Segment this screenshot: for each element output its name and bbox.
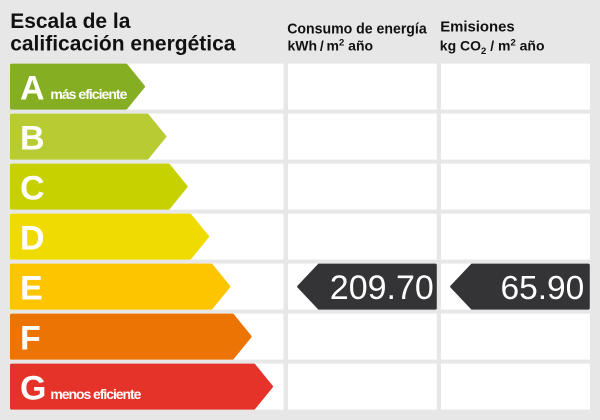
svg-text:Consumo de energía: Consumo de energía <box>287 21 427 38</box>
svg-text:kg CO2 / m2 año: kg CO2 / m2 año <box>440 37 545 57</box>
svg-text:A: A <box>20 70 45 108</box>
svg-text:F: F <box>20 320 41 358</box>
svg-text:209.70: 209.70 <box>330 269 434 307</box>
svg-text:B: B <box>20 120 45 158</box>
svg-text:Emisiones: Emisiones <box>440 20 514 36</box>
svg-text:65.90: 65.90 <box>500 270 584 307</box>
svg-text:más eficiente: más eficiente <box>50 86 127 102</box>
svg-text:calificación energética: calificación energética <box>10 33 236 56</box>
svg-text:G: G <box>20 370 46 408</box>
svg-text:C: C <box>20 170 45 208</box>
svg-text:Escala de la: Escala de la <box>10 10 131 33</box>
svg-text:kWh / m2 año: kWh / m2 año <box>288 38 374 54</box>
svg-text:E: E <box>20 270 43 308</box>
svg-text:menos eficiente: menos eficiente <box>50 386 141 402</box>
svg-text:D: D <box>20 220 45 258</box>
